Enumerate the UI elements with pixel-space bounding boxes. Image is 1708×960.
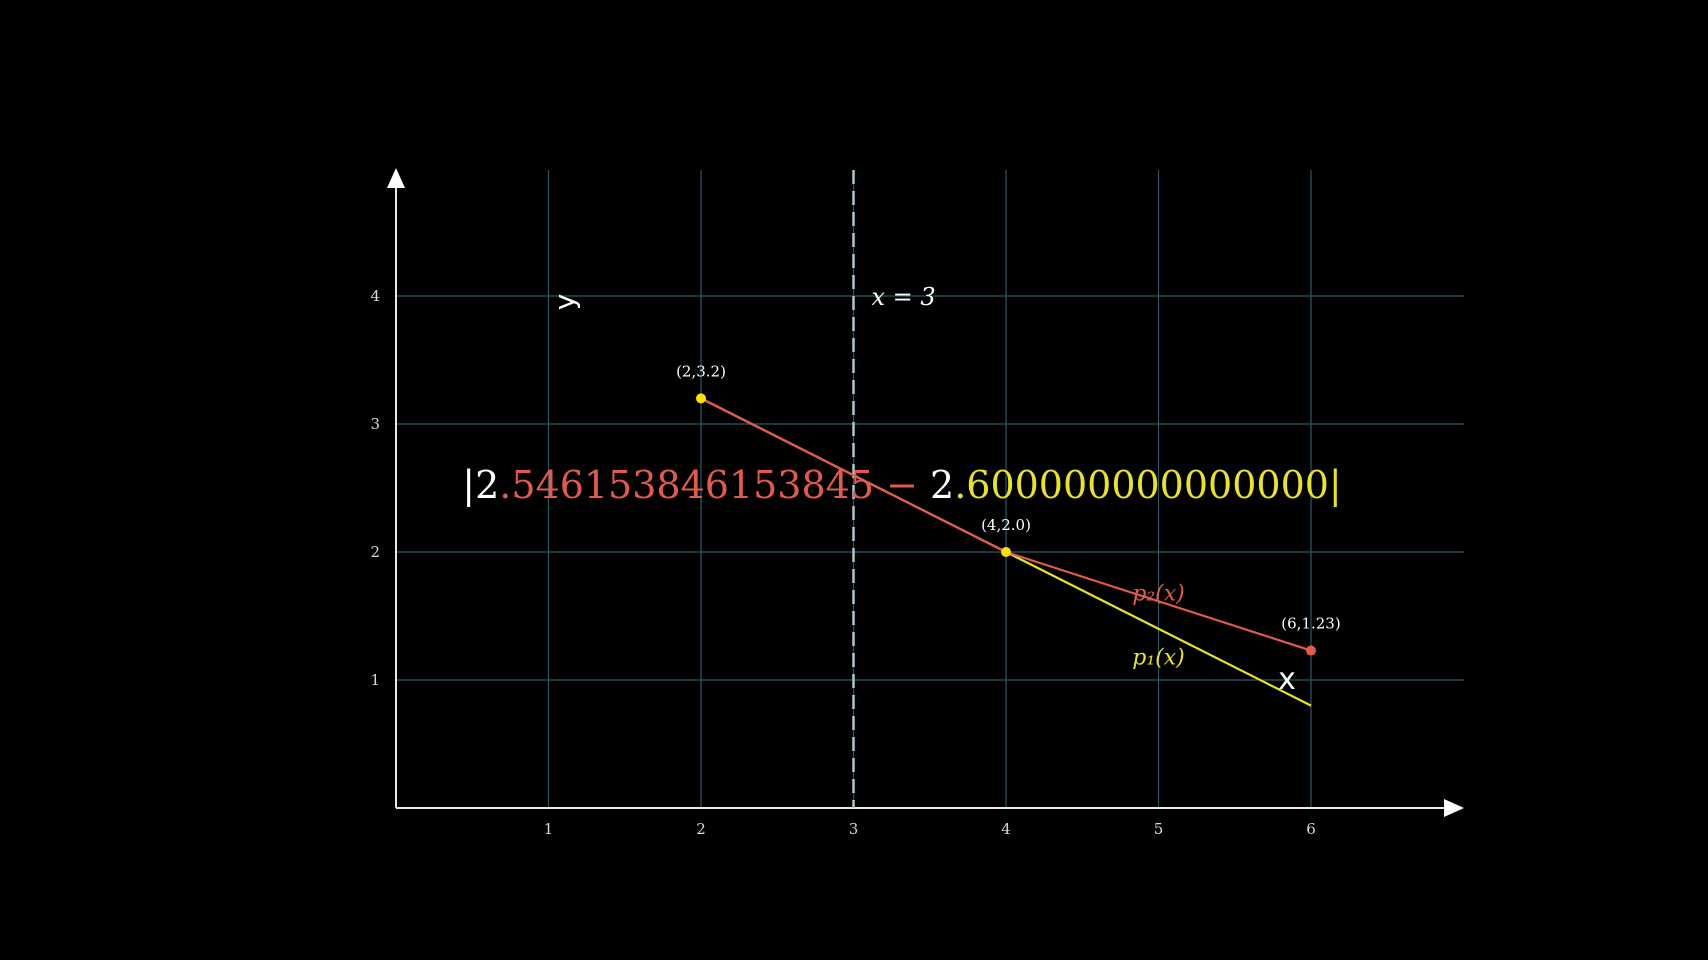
series-label-p2: p₂(x) [1132, 582, 1184, 607]
x-tick-label-1: 1 [544, 820, 554, 838]
y-axis-label: y [548, 294, 581, 311]
x-axis-label: x [1278, 662, 1296, 697]
difference-expression: |2.546153846153845 − 2.600000000000000| [462, 463, 1341, 507]
data-point-1 [696, 393, 706, 404]
expr-a-frac: .546153846153845 [499, 463, 874, 507]
y-tick-label-3: 3 [370, 415, 380, 433]
x-tick-label-3: 3 [849, 820, 859, 838]
data-point-3 [1306, 645, 1316, 656]
y-tick-label-4: 4 [370, 287, 380, 305]
vertical-line-x3: x = 3 [852, 170, 936, 808]
x-tick-label-2: 2 [696, 820, 706, 838]
data-point-label-2: (4,2.0) [981, 516, 1031, 534]
x-tick-label-5: 5 [1154, 820, 1164, 838]
tick-labels: 1 2 3 4 5 6 1 2 3 4 [370, 287, 1315, 838]
expr-close-bar: | [1329, 463, 1342, 507]
y-tick-label-2: 2 [370, 543, 380, 561]
expr-minus: − [874, 463, 930, 507]
expr-b-int: 2 [930, 463, 954, 507]
x-axis-arrow [1444, 799, 1464, 817]
x-tick-label-4: 4 [1001, 820, 1011, 838]
data-point-2 [1001, 547, 1011, 557]
vline-label: x = 3 [872, 283, 936, 311]
y-tick-label-1: 1 [370, 671, 380, 689]
series-lines: p₁(x) p₂(x) [700, 397, 1312, 707]
data-points: (2,3.2) (4,2.0) (6,1.23) [676, 362, 1341, 656]
x-tick-label-6: 6 [1306, 820, 1316, 838]
data-point-label-1: (2,3.2) [676, 362, 726, 380]
expr-open-bar: | [462, 463, 475, 507]
axes [387, 168, 1464, 817]
series-label-p1: p₁(x) [1132, 646, 1184, 671]
expr-a-int: 2 [475, 463, 499, 507]
expr-b-frac: .600000000000000 [954, 463, 1329, 507]
data-point-label-3: (6,1.23) [1281, 615, 1340, 633]
y-axis-arrow [387, 168, 405, 188]
